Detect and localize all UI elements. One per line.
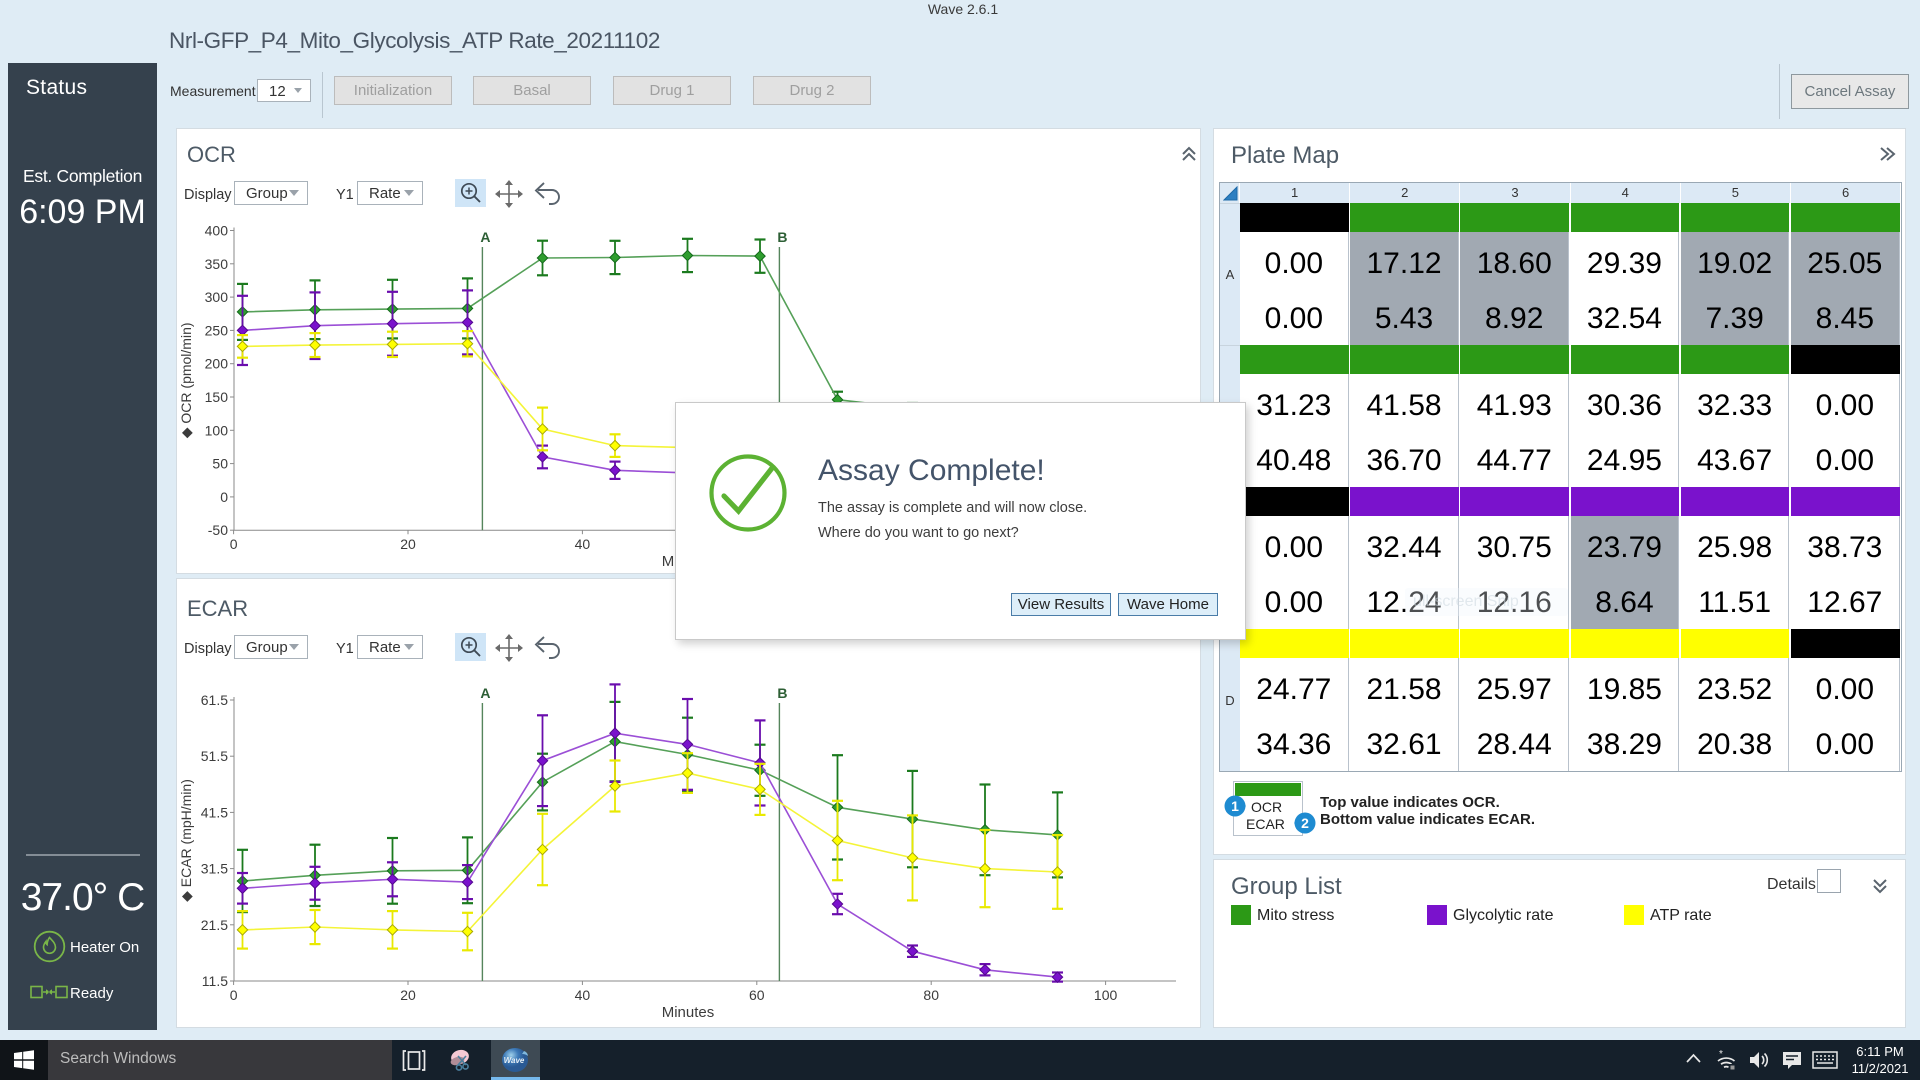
svg-text:20: 20 <box>400 536 416 552</box>
svg-text:61.5: 61.5 <box>201 692 228 708</box>
svg-text:40: 40 <box>575 987 591 1003</box>
svg-text:200: 200 <box>205 356 229 372</box>
svg-text:◆ ECAR (mpH/min): ◆ ECAR (mpH/min) <box>178 779 194 902</box>
svg-text:60: 60 <box>749 987 765 1003</box>
svg-text:400: 400 <box>205 223 229 239</box>
svg-text:250: 250 <box>205 322 229 338</box>
svg-text:Minutes: Minutes <box>662 1004 715 1021</box>
svg-text:100: 100 <box>205 422 229 438</box>
svg-text:0: 0 <box>230 987 238 1003</box>
svg-text:2: 2 <box>1301 815 1309 831</box>
svg-text:A: A <box>480 685 490 701</box>
svg-text:41.5: 41.5 <box>201 804 228 820</box>
svg-text:Wave: Wave <box>504 1056 525 1065</box>
svg-text:-50: -50 <box>208 522 228 538</box>
svg-text:51.5: 51.5 <box>201 748 228 764</box>
svg-text:20: 20 <box>400 987 416 1003</box>
svg-text:40: 40 <box>575 536 591 552</box>
svg-text:31.5: 31.5 <box>201 861 228 877</box>
svg-text:A: A <box>480 229 490 245</box>
svg-text:0: 0 <box>220 489 228 505</box>
svg-text:1: 1 <box>1231 798 1239 814</box>
svg-text:11.5: 11.5 <box>202 973 228 989</box>
svg-text:350: 350 <box>205 256 229 272</box>
svg-text:0: 0 <box>230 536 238 552</box>
svg-text:50: 50 <box>212 456 228 472</box>
svg-text:100: 100 <box>1094 987 1118 1003</box>
svg-text:B: B <box>777 685 787 701</box>
svg-text:*: * <box>1719 1049 1723 1060</box>
svg-text:300: 300 <box>205 289 229 305</box>
svg-text:21.5: 21.5 <box>201 917 228 933</box>
svg-text:150: 150 <box>205 389 229 405</box>
svg-text:◆ OCR (pmol/min): ◆ OCR (pmol/min) <box>178 322 194 438</box>
svg-text:80: 80 <box>923 987 939 1003</box>
svg-text:B: B <box>777 229 787 245</box>
